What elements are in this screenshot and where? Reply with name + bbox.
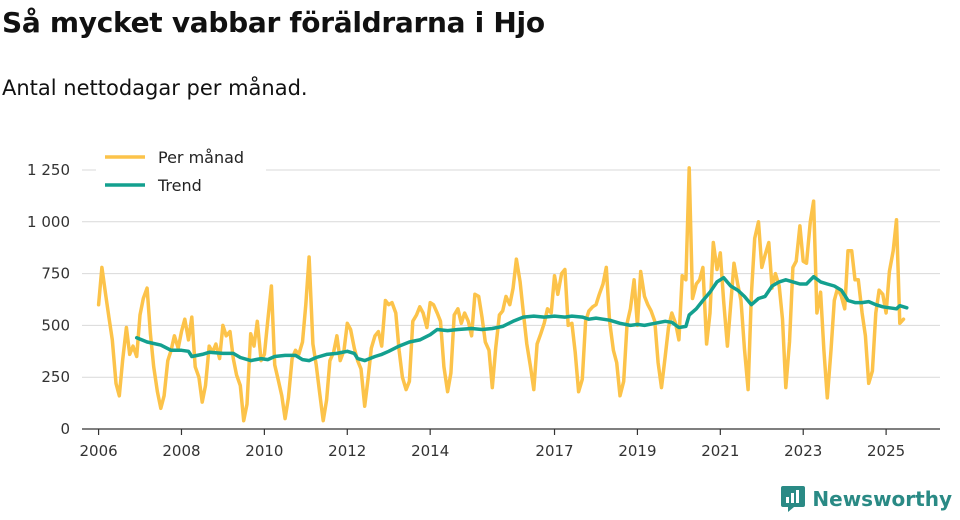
y-tick-label: 0 [60,420,70,438]
y-tick-label: 250 [41,368,70,386]
x-tick-label: 2008 [162,442,200,460]
newsworthy-logo-icon [781,486,806,512]
legend: Per månad Trend [96,142,266,198]
y-tick-label: 1 250 [27,161,70,179]
legend-background [96,142,266,198]
x-tick-label: 2006 [79,442,117,460]
legend-label-trend: Trend [157,176,202,195]
x-tick-label: 2025 [867,442,905,460]
monthly-series-line [96,166,906,423]
x-tick-label: 2023 [784,442,822,460]
legend-label-per-manad: Per månad [158,148,244,167]
x-tick-label: 2021 [701,442,739,460]
chart-subtitle: Antal nettodagar per månad. [2,76,308,100]
chart-title: Så mycket vabbar föräldrarna i Hjo [2,6,545,39]
y-axis-ticks: 0 250 500 750 1 000 1 250 [27,161,70,438]
y-tick-label: 1 000 [27,213,70,231]
newsworthy-brand[interactable]: Newsworthy [780,484,952,514]
brand-name: Newsworthy [812,487,952,511]
y-tick-label: 750 [41,265,70,283]
x-axis: 2006 2008 2010 2012 2014 2017 2019 2021 2023 2025 [79,428,940,460]
x-tick-label: 2014 [411,442,449,460]
x-tick-label: 2017 [535,442,573,460]
trend-series-line [134,274,909,363]
y-tick-label: 500 [41,316,70,334]
x-tick-label: 2010 [245,442,283,460]
x-tick-label: 2019 [618,442,656,460]
series-lines [96,166,909,423]
x-tick-label: 2012 [328,442,366,460]
